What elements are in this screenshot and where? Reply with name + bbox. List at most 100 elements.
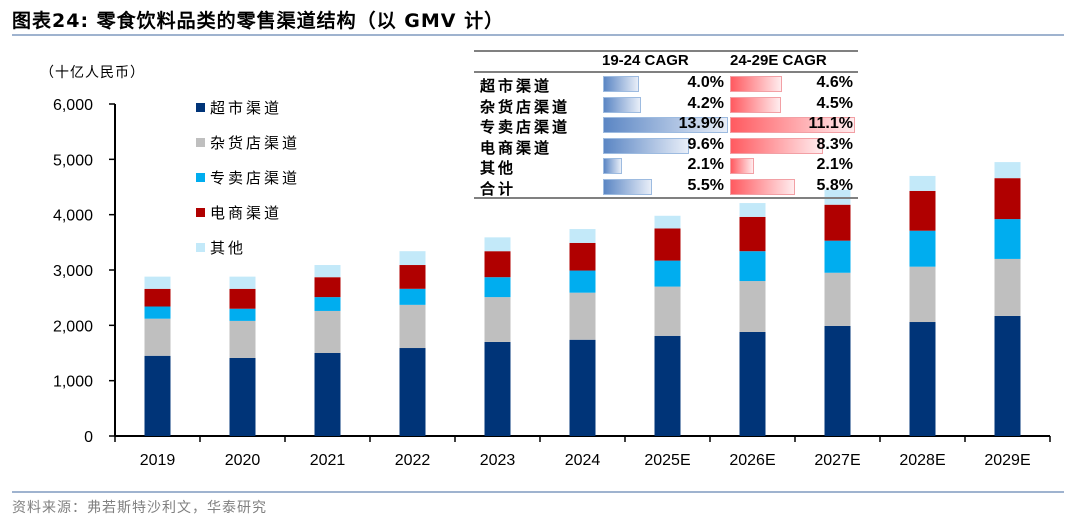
bar-segment bbox=[484, 277, 511, 298]
cagr-row-label: 其他 bbox=[480, 159, 517, 177]
cagr-table-bottom-rule bbox=[474, 197, 858, 199]
legend-swatch bbox=[196, 243, 205, 252]
y-axis: 0 1,000 2,000 3,000 4,000 5,000 6,000 bbox=[53, 97, 116, 446]
x-axis: 2019 2020 2021 2022 2023 2024 2025E 2026E 2027E 2… bbox=[114, 435, 1051, 469]
legend-item-grocery: 杂货店渠道 bbox=[196, 125, 300, 160]
x-tick-label: 2025E bbox=[644, 452, 690, 469]
bar-segment bbox=[909, 266, 936, 323]
bar-segment bbox=[569, 270, 596, 293]
bar-segment bbox=[739, 251, 766, 282]
cagr-bar-24-29 bbox=[730, 117, 855, 133]
cagr-row-label: 合计 bbox=[480, 179, 517, 198]
y-tick-label: 4,000 bbox=[53, 208, 93, 225]
bar-segment bbox=[569, 229, 596, 243]
source-note: 资料来源：弗若斯特沙利文，华泰研究 bbox=[12, 500, 267, 516]
bar-segment bbox=[399, 288, 426, 305]
cagr-header-24-29: 24-29E CAGR bbox=[730, 52, 827, 69]
bar-segment bbox=[314, 265, 341, 278]
legend-item-supermarket: 超市渠道 bbox=[196, 90, 300, 125]
bar-segment bbox=[229, 288, 256, 309]
bar-segment bbox=[739, 331, 766, 436]
figure-title: 图表24: 零食饮料品类的零售渠道结构（以 GMV 计） bbox=[12, 10, 505, 32]
cagr-bar-24-29 bbox=[730, 96, 781, 113]
bar-segment bbox=[654, 215, 681, 229]
bar-segment bbox=[399, 304, 426, 349]
x-tick-label: 2024 bbox=[565, 452, 601, 469]
y-tick-label: 1,000 bbox=[53, 374, 93, 391]
cagr-row: 合计 5.5% 5.8% bbox=[474, 177, 858, 198]
bar-segment bbox=[229, 320, 256, 358]
legend-item-other: 其他 bbox=[196, 230, 300, 265]
bar-segment bbox=[314, 297, 341, 311]
bar-segment bbox=[994, 219, 1021, 259]
bar-segment bbox=[739, 281, 766, 332]
x-tick-label: 2021 bbox=[310, 452, 346, 469]
bar-segment bbox=[229, 276, 256, 289]
bar-segment bbox=[824, 204, 851, 241]
cagr-bar-24-29 bbox=[730, 158, 754, 174]
bar-segment bbox=[654, 286, 681, 336]
x-tick-label: 2026E bbox=[729, 452, 775, 469]
cagr-value-24-29: 4.5% bbox=[816, 94, 853, 112]
bar-segment bbox=[314, 353, 341, 436]
x-tick-label: 2023 bbox=[480, 452, 516, 469]
cagr-bar-24-29 bbox=[730, 137, 824, 154]
x-tick-label: 2022 bbox=[395, 452, 431, 469]
legend-item-specialty: 专卖店渠道 bbox=[196, 160, 300, 195]
cagr-row-label: 专卖店渠道 bbox=[480, 118, 571, 136]
cagr-value-19-24: 5.5% bbox=[687, 176, 724, 194]
bar-segment bbox=[739, 216, 766, 252]
legend-label: 杂货店渠道 bbox=[210, 134, 301, 152]
bar-segment bbox=[144, 276, 171, 289]
legend-item-ecommerce: 电商渠道 bbox=[196, 195, 300, 230]
legend: 超市渠道 杂货店渠道 专卖店渠道 电商渠道 其他 bbox=[196, 90, 300, 265]
bar-segment bbox=[824, 240, 851, 273]
cagr-value-24-29: 4.6% bbox=[816, 74, 853, 91]
footer-divider bbox=[12, 491, 1064, 493]
bar-segment bbox=[654, 260, 681, 287]
bar-segment bbox=[739, 203, 766, 217]
bar-segment bbox=[654, 335, 681, 436]
bar-segment bbox=[484, 251, 511, 278]
cagr-row: 其他 2.1% 2.1% bbox=[474, 156, 858, 177]
legend-label: 专卖店渠道 bbox=[210, 169, 301, 187]
bar-segment bbox=[909, 175, 936, 191]
bar-segment bbox=[144, 355, 171, 436]
legend-label: 超市渠道 bbox=[210, 99, 283, 117]
bar-segment bbox=[229, 308, 256, 321]
cagr-bar-19-24 bbox=[603, 158, 622, 174]
bar-segment bbox=[399, 251, 426, 266]
cagr-header-19-24: 19-24 CAGR bbox=[602, 52, 689, 69]
bar-segment bbox=[994, 315, 1021, 436]
bars bbox=[144, 162, 1021, 436]
cagr-value-24-29: 2.1% bbox=[816, 156, 853, 173]
bar-segment bbox=[994, 162, 1021, 179]
y-tick-label: 5,000 bbox=[53, 152, 93, 169]
x-tick-label: 2028E bbox=[899, 452, 945, 469]
bar-segment bbox=[569, 339, 596, 436]
legend-swatch bbox=[196, 208, 205, 217]
bar-segment bbox=[229, 357, 256, 436]
bar-segment bbox=[994, 178, 1021, 220]
bar-segment bbox=[484, 341, 511, 436]
bar-segment bbox=[909, 230, 936, 267]
cagr-table-top-rule bbox=[474, 50, 858, 52]
cagr-bar-24-29 bbox=[730, 178, 796, 195]
cagr-value-19-24: 4.0% bbox=[687, 74, 724, 91]
y-axis-unit-label: （十亿人民币） bbox=[40, 65, 145, 81]
legend-swatch bbox=[196, 138, 205, 147]
stacked-bar-chart: 0 1,000 2,000 3,000 4,000 5,000 6,000 2019 2020… bbox=[53, 97, 1051, 469]
y-tick-label: 6,000 bbox=[53, 97, 93, 114]
bar-segment bbox=[569, 292, 596, 340]
title-divider bbox=[12, 34, 1064, 36]
cagr-row: 杂货店渠道 4.2% 4.5% bbox=[474, 95, 858, 116]
y-tick-label: 3,000 bbox=[53, 263, 93, 280]
cagr-bar-19-24 bbox=[603, 96, 641, 113]
bar-segment bbox=[144, 306, 171, 319]
x-tick-label: 2019 bbox=[140, 452, 176, 469]
cagr-bar-19-24 bbox=[603, 117, 728, 133]
cagr-value-24-29: 11.1% bbox=[808, 115, 853, 132]
bar-segment bbox=[824, 272, 851, 326]
cagr-bar-19-24 bbox=[603, 137, 690, 154]
cagr-value-24-29: 8.3% bbox=[816, 135, 853, 153]
